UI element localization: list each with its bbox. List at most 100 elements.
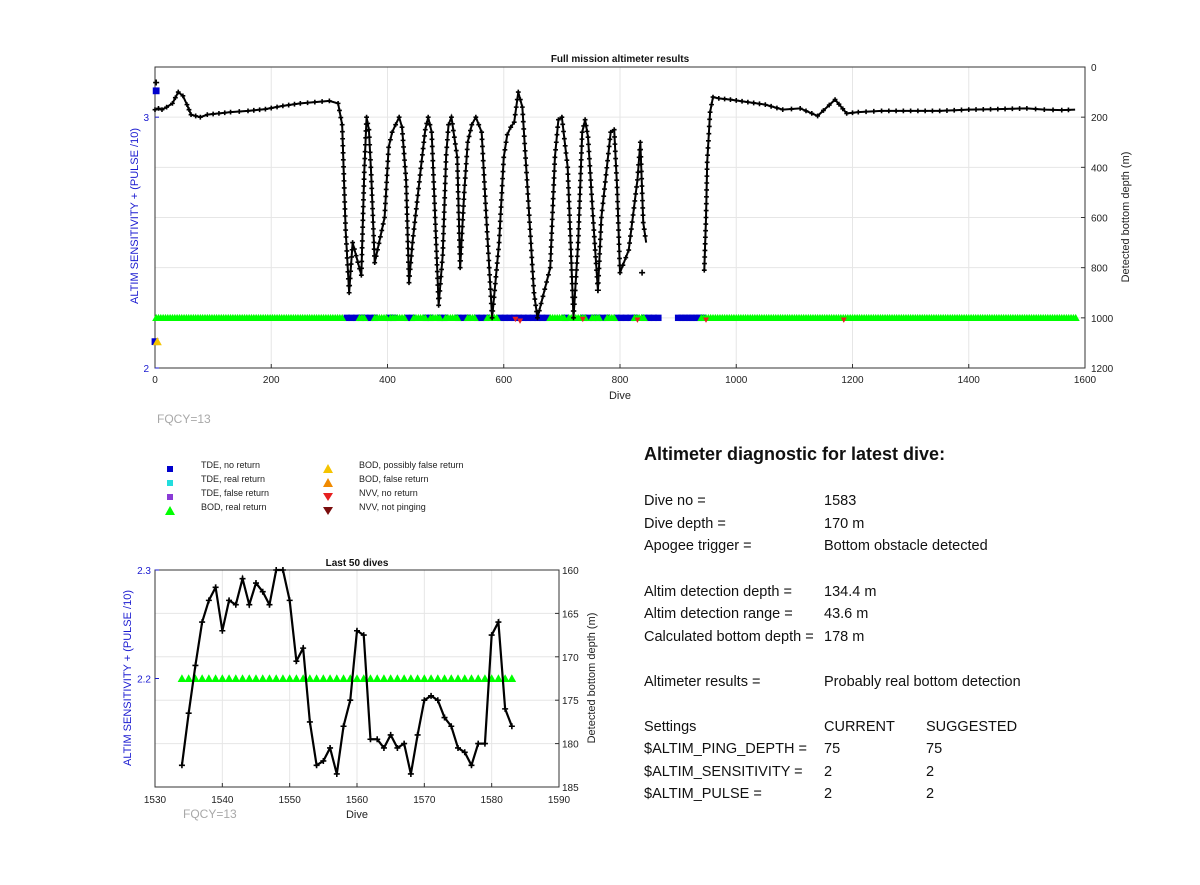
bottom-depth-point [574,260,580,266]
apogee-label: Apogee trigger = [644,538,752,554]
bottom-depth-point [745,99,751,105]
bottom-depth-point [464,154,470,159]
bottom-depth-point [703,228,708,234]
bottom-depth-point [273,567,280,573]
bottom-depth-point [639,269,646,276]
top-x-tick-label: 800 [612,375,629,386]
bottom-depth-point [614,177,620,183]
bottom-depth-point [434,697,441,704]
bottom-depth-point [797,105,803,111]
bottom-depth-point [605,151,611,156]
bottom-depth-point [415,192,421,198]
bottom-depth-point [297,100,303,106]
bottom-depth-point [613,163,619,169]
bottom-depth-point [520,119,526,125]
bottom-depth-point [454,154,460,160]
bottom-fqcy-label: FQCY=13 [183,807,237,821]
bottom-depth-point [204,112,210,118]
bottom-depth-point [550,210,555,215]
bottom-depth-point [436,302,442,308]
bottom-depth-point [499,183,505,189]
bottom-depth-point [571,301,577,307]
bottom-depth-point [577,185,583,190]
dive-depth-value: 170 m [824,516,865,532]
bottom-depth-point [292,101,297,107]
bottom-depth-point [840,106,846,112]
bottom-depth-point [706,124,712,129]
bottom-depth-point [370,226,376,232]
bottom-depth-point [566,185,571,191]
bottom-depth-point [631,205,637,211]
bottom-depth-point [597,251,603,257]
legend-label: BOD, false return [359,474,429,484]
bottom-depth-point [915,108,921,114]
bottom-depth-point [306,718,313,725]
bottom-depth-point [602,179,608,185]
legend-label: NVV, not pinging [359,502,426,512]
bottom-depth-point [410,233,416,239]
bottom-depth-point [540,293,546,299]
bottom-right-tick-label: 165 [562,609,579,620]
bottom-chart-left-axis-label: ALTIM SENSITIVITY + (PULSE /10) [122,590,134,766]
bottom-depth-point [521,133,527,139]
bottom-depth-point [399,124,405,130]
bod-real-return-marker [610,313,619,322]
bottom-depth-point [404,191,409,196]
bottom-depth-point [429,129,435,135]
bottom-depth-point [414,731,421,738]
bottom-depth-line [703,95,1076,271]
legend-marker-triangle-down-icon [323,503,333,515]
bottom-depth-point [226,597,233,604]
nvv-no-return-marker [512,316,519,323]
bottom-depth-point [564,157,570,163]
bottom-depth-point [542,286,548,292]
bottom-depth-point [844,111,850,116]
bottom-depth-point [153,79,160,86]
top-chart-left-axis-label: ALTIM SENSITIVITY + (PULSE /10) [129,128,141,304]
bottom-depth-point [431,179,437,185]
bottom-depth-point [613,170,619,176]
top-right-tick-label: 400 [1091,163,1108,174]
bottom-depth-point [178,762,185,769]
bottom-depth-point [568,253,574,259]
bod-real-return-marker [338,313,347,322]
bottom-depth-point [348,268,354,274]
bottom-depth-point [612,134,617,140]
bottom-depth-point [503,139,509,145]
top-x-tick-label: 0 [152,375,158,386]
bottom-right-tick-label: 180 [562,740,579,751]
bod-real-return-marker [470,313,479,322]
bottom-depth-point [341,185,347,191]
bottom-depth-point [599,215,604,220]
bod-real-return-marker [460,674,470,682]
bottom-depth-point [411,226,417,232]
bottom-depth-point [586,141,591,147]
bottom-depth-point [480,144,485,149]
bottom-depth-point [344,241,349,247]
bod-real-return-marker [372,674,382,682]
bod-real-return-marker [258,674,268,682]
bottom-depth-point [511,119,517,125]
bottom-depth-point [608,129,614,135]
bottom-depth-point [988,106,993,112]
bottom-depth-point [704,159,710,165]
tde-no-return-marker [627,314,634,322]
bottom-depth-point [528,233,533,239]
bottom-depth-point [485,243,491,249]
bottom-depth-point [362,156,368,161]
calculated-bottom-depth-row: Calculated bottom depth = 178 m [644,629,1084,649]
bod-real-return-marker [420,674,429,682]
bottom-depth-point [534,309,539,314]
bod-real-return-marker [238,674,247,682]
bottom-depth-point [175,89,181,95]
bottom-depth-point [374,736,381,743]
bottom-depth-point [617,270,623,276]
bottom-depth-point [482,186,488,192]
bod-real-return-marker [265,674,274,682]
bottom-depth-point [443,166,449,172]
bottom-depth-point [705,145,711,151]
bottom-depth-point [596,258,602,264]
bottom-depth-point [639,183,645,189]
bottom-depth-point [371,239,377,245]
bottom-depth-point [347,283,353,288]
